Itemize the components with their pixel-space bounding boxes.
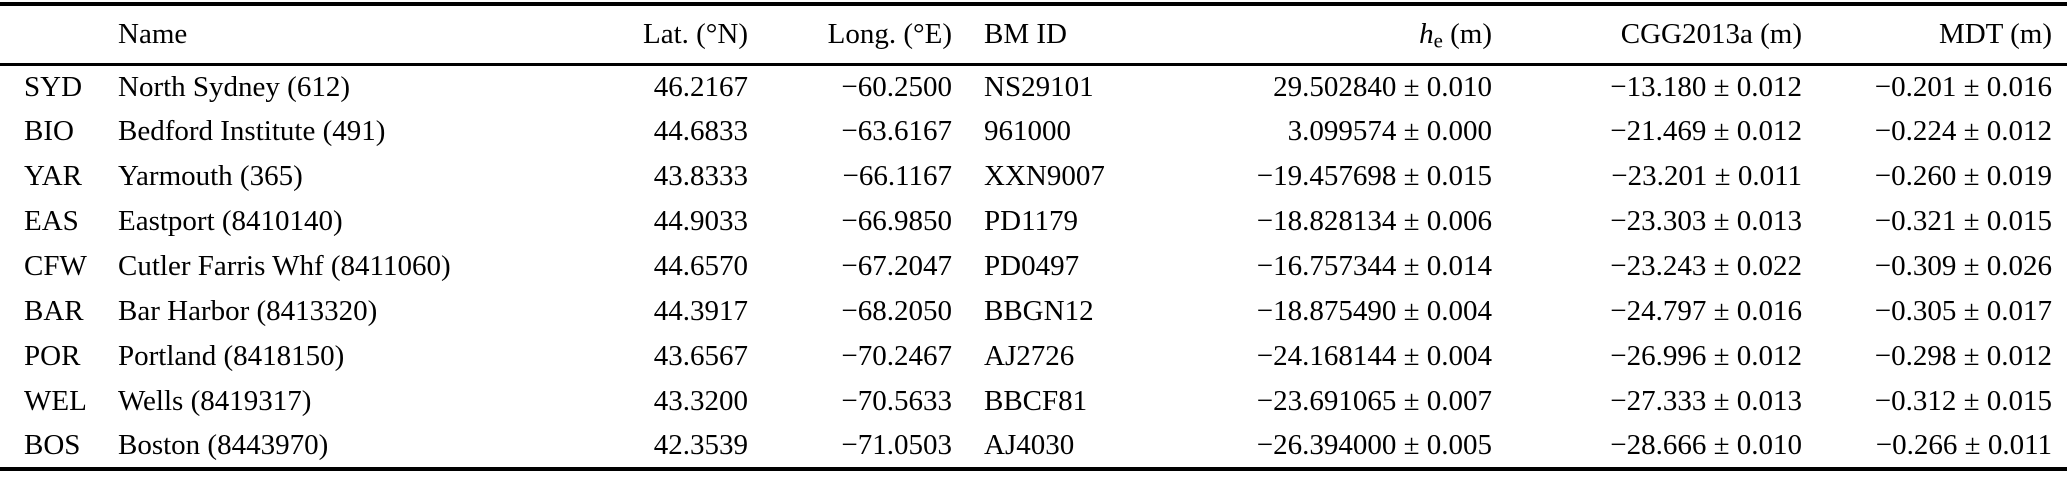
cell-long: −70.5633 <box>841 385 952 417</box>
column-header-he: he (m) <box>1192 4 1492 64</box>
cell-name: Cutler Farris Whf (8411060) <box>118 250 451 282</box>
cell-cgg2013a: −26.996 ± 0.012 <box>1610 340 1802 372</box>
cell-mdt: −0.321 ± 0.015 <box>1874 205 2052 237</box>
column-header-lat: Lat. (°N) <box>643 17 748 50</box>
cell-bm-id: AJ2726 <box>984 340 1075 372</box>
column-header-long: Long. (°E) <box>827 17 952 50</box>
cell-long: −63.6167 <box>841 115 952 147</box>
cell-code: POR <box>24 340 81 372</box>
table-row: SYD North Sydney (612) 46.2167 −60.2500 … <box>0 64 2067 109</box>
cell-cgg2013a: −24.797 ± 0.016 <box>1610 295 1802 327</box>
cell-cgg2013a: −23.243 ± 0.022 <box>1610 250 1802 282</box>
cell-bm-id: PD0497 <box>984 250 1080 282</box>
cell-cgg2013a: −27.333 ± 0.013 <box>1610 385 1802 417</box>
cell-long: −60.2500 <box>841 70 952 103</box>
cell-mdt: −0.266 ± 0.011 <box>1875 429 2052 461</box>
table-row: BIO Bedford Institute (491) 44.6833 −63.… <box>0 109 2067 154</box>
cell-lat: 44.6833 <box>653 115 748 147</box>
table-row: WEL Wells (8419317) 43.3200 −70.5633 BBC… <box>0 379 2067 424</box>
cell-he: −23.691065 ± 0.007 <box>1256 385 1492 417</box>
cell-code: BAR <box>24 295 84 327</box>
table-row: EAS Eastport (8410140) 44.9033 −66.9850 … <box>0 199 2067 244</box>
cell-name: Yarmouth (365) <box>118 160 303 192</box>
table-row: CFW Cutler Farris Whf (8411060) 44.6570 … <box>0 244 2067 289</box>
table-header: Name Lat. (°N) Long. (°E) BM ID he (m) C… <box>0 4 2067 64</box>
cell-code: SYD <box>24 70 83 103</box>
cell-he: 29.502840 ± 0.010 <box>1273 70 1492 103</box>
column-header-cgg2013a: CGG2013a (m) <box>1620 17 1802 50</box>
cell-mdt: −0.224 ± 0.012 <box>1874 115 2052 147</box>
cell-lat: 43.6567 <box>653 340 748 372</box>
cell-long: −66.1167 <box>842 160 952 192</box>
cell-he: −19.457698 ± 0.015 <box>1256 160 1492 192</box>
cell-bm-id: BBGN12 <box>984 295 1094 327</box>
cell-he: −16.757344 ± 0.014 <box>1256 250 1492 282</box>
cell-cgg2013a: −13.180 ± 0.012 <box>1610 70 1802 103</box>
cell-lat: 43.3200 <box>653 385 748 417</box>
cell-mdt: −0.312 ± 0.015 <box>1874 385 2052 417</box>
station-table: Name Lat. (°N) Long. (°E) BM ID he (m) C… <box>0 2 2067 471</box>
cell-he: −18.828134 ± 0.006 <box>1256 205 1492 237</box>
cell-long: −67.2047 <box>841 250 952 282</box>
cell-mdt: −0.260 ± 0.019 <box>1874 160 2052 192</box>
cell-code: BIO <box>24 115 74 147</box>
cell-code: YAR <box>24 160 83 192</box>
cell-cgg2013a: −28.666 ± 0.010 <box>1610 429 1802 461</box>
cell-bm-id: XXN9007 <box>984 160 1105 192</box>
cell-bm-id: AJ4030 <box>984 429 1075 461</box>
column-header-bm-id: BM ID <box>984 17 1067 50</box>
cell-long: −66.9850 <box>841 205 952 237</box>
cell-name: Bedford Institute (491) <box>118 115 386 147</box>
column-header-mdt: MDT (m) <box>1938 17 2052 50</box>
cell-code: EAS <box>24 205 79 237</box>
cell-name: Eastport (8410140) <box>118 205 343 237</box>
cell-code: BOS <box>24 429 81 461</box>
he-subscript: e <box>1433 28 1443 53</box>
cell-name: Wells (8419317) <box>118 385 312 417</box>
cell-he: 3.099574 ± 0.000 <box>1287 115 1492 147</box>
cell-cgg2013a: −23.303 ± 0.013 <box>1610 205 1802 237</box>
he-symbol: h <box>1419 17 1434 50</box>
cell-lat: 42.3539 <box>653 429 748 461</box>
table-row: YAR Yarmouth (365) 43.8333 −66.1167 XXN9… <box>0 154 2067 199</box>
cell-name: Bar Harbor (8413320) <box>118 295 378 327</box>
cell-code: CFW <box>24 250 87 282</box>
column-header-code <box>0 4 118 64</box>
cell-cgg2013a: −23.201 ± 0.011 <box>1611 160 1802 192</box>
cell-long: −68.2050 <box>841 295 952 327</box>
cell-he: −24.168144 ± 0.004 <box>1256 340 1492 372</box>
cell-mdt: −0.305 ± 0.017 <box>1874 295 2052 327</box>
cell-he: −18.875490 ± 0.004 <box>1256 295 1492 327</box>
table-row: POR Portland (8418150) 43.6567 −70.2467 … <box>0 334 2067 379</box>
cell-long: −71.0503 <box>841 429 952 461</box>
cell-long: −70.2467 <box>841 340 952 372</box>
he-unit: (m) <box>1442 17 1492 50</box>
cell-name: North Sydney (612) <box>118 70 350 103</box>
cell-mdt: −0.309 ± 0.026 <box>1874 250 2052 282</box>
table-row: BOS Boston (8443970) 42.3539 −71.0503 AJ… <box>0 424 2067 469</box>
cell-mdt: −0.298 ± 0.012 <box>1874 340 2052 372</box>
cell-cgg2013a: −21.469 ± 0.012 <box>1610 115 1802 147</box>
cell-bm-id: BBCF81 <box>984 385 1088 417</box>
cell-bm-id: 961000 <box>984 115 1071 147</box>
table-body: SYD North Sydney (612) 46.2167 −60.2500 … <box>0 64 2067 469</box>
cell-code: WEL <box>24 385 87 417</box>
cell-lat: 46.2167 <box>653 70 748 103</box>
cell-bm-id: PD1179 <box>984 205 1078 237</box>
table-header-row: Name Lat. (°N) Long. (°E) BM ID he (m) C… <box>0 4 2067 64</box>
cell-name: Portland (8418150) <box>118 340 345 372</box>
cell-lat: 44.6570 <box>653 250 748 282</box>
cell-he: −26.394000 ± 0.005 <box>1256 429 1492 461</box>
cell-name: Boston (8443970) <box>118 429 329 461</box>
cell-bm-id: NS29101 <box>984 70 1094 103</box>
table-row: BAR Bar Harbor (8413320) 44.3917 −68.205… <box>0 289 2067 334</box>
cell-lat: 44.9033 <box>653 205 748 237</box>
cell-lat: 44.3917 <box>653 295 748 327</box>
cell-mdt: −0.201 ± 0.016 <box>1874 70 2052 103</box>
column-header-name: Name <box>118 17 188 50</box>
cell-lat: 43.8333 <box>653 160 748 192</box>
